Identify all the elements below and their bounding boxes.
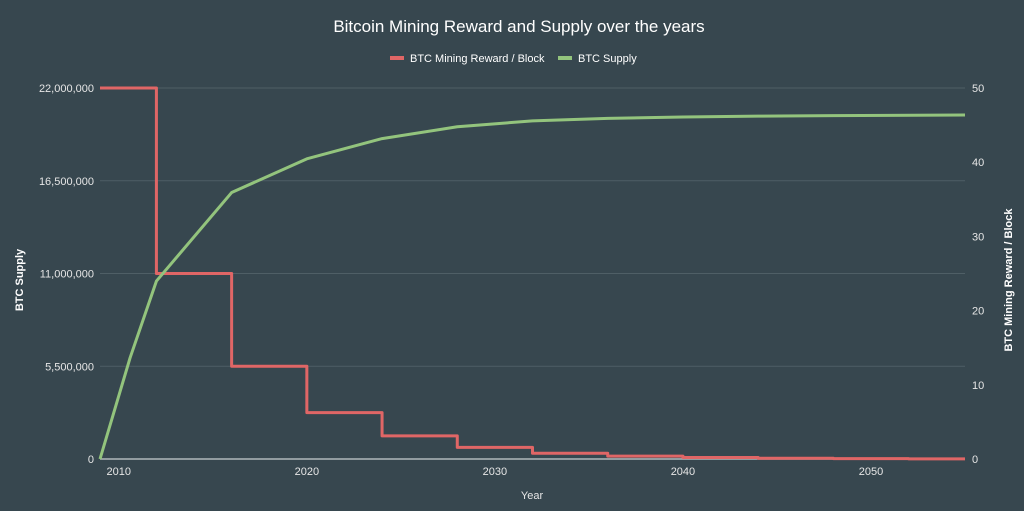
y-left-tick-label: 5,500,000 [45,361,94,373]
series-line-btc-supply [98,113,966,460]
series-line-mining-reward [100,86,965,461]
y-right-tick-label: 20 [972,306,984,318]
y-left-tick-label: 0 [88,454,94,466]
y-right-tick-label: 40 [972,157,984,169]
legend-swatch-reward [390,56,404,60]
y-left-axis-label: BTC Supply [14,248,26,311]
y-right-tick-label: 10 [972,380,984,392]
y-left-tick-label: 16,500,000 [39,176,94,188]
x-axis-label: Year [521,490,544,502]
legend-label-supply: BTC Supply [578,53,637,65]
y-left-tick-label: 11,000,000 [40,269,94,281]
x-tick-label: 2030 [483,466,507,478]
x-tick-label: 2050 [859,466,883,478]
y-left-tick-label: 22,000,000 [39,83,94,95]
x-tick-label: 2040 [671,466,695,478]
y-right-axis-label: BTC Mining Reward / Block [1003,208,1015,352]
y-right-tick-label: 0 [972,454,978,466]
legend: BTC Mining Reward / Block BTC Supply [390,53,637,65]
legend-label-reward: BTC Mining Reward / Block [410,53,545,65]
legend-swatch-supply [558,56,572,60]
x-tick-label: 2010 [107,466,131,478]
x-tick-label: 2020 [295,466,319,478]
y-right-tick-label: 50 [972,83,984,95]
chart-title: Bitcoin Mining Reward and Supply over th… [333,17,704,36]
y-right-tick-label: 30 [972,231,984,243]
